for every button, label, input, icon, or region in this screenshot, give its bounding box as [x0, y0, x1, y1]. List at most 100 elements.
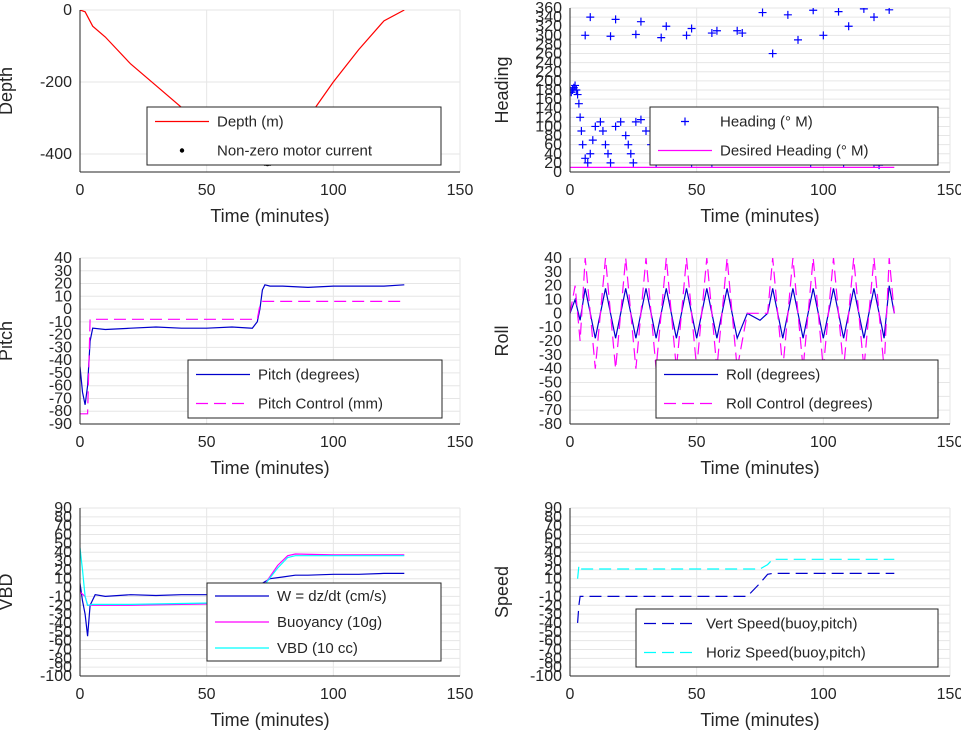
speed-ylabel: Speed: [492, 566, 512, 618]
roll-ylabel: Roll: [492, 325, 512, 356]
speed-plot-area: [577, 558, 895, 623]
pitch-xtick-label: 150: [447, 434, 474, 451]
pitch-ytick-label: 20: [54, 276, 72, 293]
heading-series-0-marker: [581, 154, 590, 163]
subplot-vbd: 0 50 100 150-100-90-80-70-60-50-40-30-20-10…: [0, 500, 473, 730]
heading-series-0-marker: [758, 8, 767, 17]
speed-xtick-label: 100: [810, 686, 837, 703]
speed-ytick-label: 50: [544, 535, 562, 552]
roll-legend-label: Roll (degrees): [726, 367, 820, 384]
heading-series-0-marker: [629, 158, 638, 167]
heading-ytick-label: 240: [535, 55, 562, 72]
vbd-xtick-label: 100: [320, 686, 347, 703]
vbd-xtick-label: 50: [198, 686, 216, 703]
vbd-legend: W = dz/dt (cm/s) Buoyancy (10g) VBD (10 cc…: [206, 582, 442, 662]
roll-ytick-label: 40: [544, 250, 562, 267]
speed-series-1-line: [577, 558, 895, 579]
heading-series-0-marker: [738, 29, 747, 38]
heading-series-0-marker: [572, 86, 581, 94]
heading-series-0-marker: [626, 149, 635, 158]
heading-series-0-marker: [598, 127, 607, 135]
roll-legend: Roll (degrees) Roll Control (degrees): [655, 359, 939, 419]
subplot-speed: 0 50 100 150-100-90-80-70-60-50-40-30-20-10…: [492, 500, 961, 730]
heading-ytick-label: 320: [535, 18, 562, 35]
heading-ytick-label: 80: [544, 128, 562, 145]
pitch-ytick-label: -30: [49, 339, 72, 356]
heading-series-0-marker: [601, 140, 610, 149]
heading-legend: Heading (° M) Desired Heading (° M): [649, 106, 939, 166]
speed-xtick-label: 150: [937, 686, 961, 703]
speed-ytick-label: -20: [539, 597, 562, 614]
vbd-ytick-label: -70: [49, 641, 72, 658]
vbd-ytick-label: 50: [54, 535, 72, 552]
heading-series-0-marker: [616, 117, 625, 126]
subplot-roll: 0 50 100 150-80-70-60-50-40-30-20-100102030…: [492, 250, 961, 478]
pitch-ytick-label: -50: [49, 365, 72, 382]
speed-ytick-label: 60: [544, 527, 562, 544]
vbd-ylabel: VBD: [0, 573, 16, 610]
heading-xtick-label: 100: [810, 182, 837, 199]
heading-series-0-marker: [809, 8, 818, 15]
vbd-ytick-label: 80: [54, 509, 72, 526]
vbd-ytick-label: -100: [40, 668, 72, 685]
depth-xtick-label: 100: [320, 182, 347, 199]
vbd-ytick-label: -50: [49, 624, 72, 641]
vbd-ytick-label: -90: [49, 659, 72, 676]
speed-ytick-label: -70: [539, 641, 562, 658]
heading-series-0-marker: [682, 31, 691, 40]
heading-series-0-marker: [588, 136, 597, 145]
vbd-ytick-label: -10: [49, 588, 72, 605]
speed-legend-label: Horiz Speed(buoy,pitch): [706, 645, 866, 662]
pitch-ytick-label: -10: [49, 314, 72, 331]
heading-ytick-label: 200: [535, 73, 562, 90]
pitch-ytick-label: -80: [49, 403, 72, 420]
vbd-ytick-label: 30: [54, 553, 72, 570]
heading-series-0-marker: [578, 140, 587, 149]
heading-series-0-marker: [712, 26, 721, 35]
heading-series-0-marker: [642, 127, 650, 135]
speed-ytick-label: 40: [544, 544, 562, 561]
roll-ytick-label: -50: [539, 375, 562, 392]
heading-series-0-marker: [707, 29, 716, 38]
speed-ytick-label: -90: [539, 659, 562, 676]
heading-xtick-label: 50: [688, 182, 706, 199]
roll-xtick-label: 100: [810, 434, 837, 451]
subplot-pitch: 0 50 100 150-90-80-70-60-50-40-30-20-100102…: [0, 250, 473, 478]
speed-legend-box: [635, 608, 939, 668]
roll-legend-label: Roll Control (degrees): [726, 396, 873, 413]
heading-series-0-marker: [591, 122, 600, 131]
speed-ytick-label: 10: [544, 571, 562, 588]
roll-ytick-label: 30: [544, 264, 562, 281]
speed-xtick-label: 50: [688, 686, 706, 703]
speed-ytick-label: 90: [544, 500, 562, 517]
vbd-ytick-label: 60: [54, 527, 72, 544]
pitch-ytick-label: -20: [49, 327, 72, 344]
speed-ytick-label: 70: [544, 518, 562, 535]
speed-xlabel: Time (minutes): [700, 710, 819, 730]
roll-xlabel: Time (minutes): [700, 458, 819, 478]
roll-xtick-label: 50: [688, 434, 706, 451]
heading-ytick-label: 260: [535, 46, 562, 63]
heading-series-0-marker: [733, 26, 742, 35]
depth-xtick-label: 0: [76, 182, 85, 199]
pitch-xtick-label: 50: [198, 434, 216, 451]
pitch-ytick-label: -90: [49, 416, 72, 433]
heading-ytick-label: 360: [535, 0, 562, 17]
speed-ytick-label: -60: [539, 633, 562, 650]
heading-ytick-label: 20: [544, 155, 562, 172]
speed-ytick-label: -80: [539, 650, 562, 667]
depth-ylabel: Depth: [0, 67, 16, 115]
heading-series-0-marker: [606, 158, 615, 167]
heading-ytick-label: 340: [535, 9, 562, 26]
heading-ytick-label: 120: [535, 109, 562, 126]
heading-series-0-marker: [662, 22, 671, 31]
speed-ytick-label: -100: [530, 668, 562, 685]
heading-ylabel: Heading: [492, 56, 512, 123]
depth-ytick-label: -400: [40, 146, 72, 163]
heading-ytick-label: 140: [535, 100, 562, 117]
heading-series-0-marker: [624, 140, 633, 149]
vbd-ytick-label: 20: [54, 562, 72, 579]
heading-series-0-marker: [636, 17, 645, 26]
heading-series-0-marker: [611, 15, 620, 24]
speed-ytick-label: 0: [553, 580, 562, 597]
